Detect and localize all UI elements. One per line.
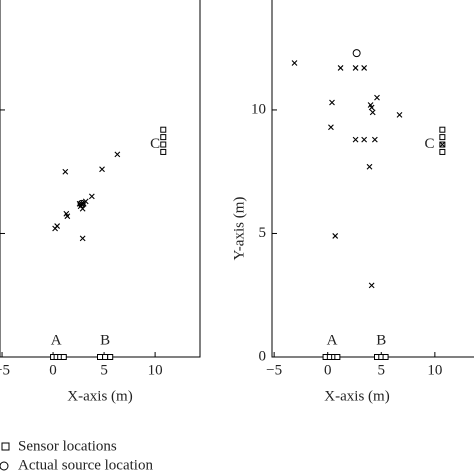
cross-marker xyxy=(99,166,105,173)
sensor-marker xyxy=(382,354,389,360)
x-tick-label: 0 xyxy=(49,362,57,378)
cross-marker xyxy=(396,111,403,118)
x-tick-label: 5 xyxy=(378,362,386,378)
cross-marker xyxy=(366,163,373,170)
x-tick-label: 0 xyxy=(324,362,332,378)
cross-marker xyxy=(62,168,69,175)
legend-label: Sensor locations xyxy=(18,438,117,454)
cross-marker xyxy=(291,60,298,66)
sensor-marker xyxy=(102,354,109,360)
cross-marker xyxy=(82,198,89,205)
sensor-marker xyxy=(60,354,67,360)
sensor-marker xyxy=(334,354,341,360)
x-tick-label: −5 xyxy=(266,362,282,378)
annotation: A xyxy=(327,332,338,348)
cross-marker xyxy=(361,65,368,71)
sensor-marker xyxy=(439,126,446,133)
cross-marker xyxy=(337,65,344,71)
sensor-marker xyxy=(439,134,446,141)
cross-marker xyxy=(79,205,86,212)
cross-marker xyxy=(114,151,121,158)
cross-marker xyxy=(54,223,61,229)
legend-square xyxy=(1,442,10,451)
sensor-marker xyxy=(107,354,114,360)
cross-marker xyxy=(328,124,334,131)
annotation: B xyxy=(100,332,110,348)
annotation: C xyxy=(150,136,160,152)
plot-frame xyxy=(271,0,474,358)
cross-marker xyxy=(88,193,95,200)
x-axis-label: X-axis (m) xyxy=(324,388,389,404)
cross-marker xyxy=(368,282,375,289)
annotation: B xyxy=(376,332,386,348)
y-tick-label: 5 xyxy=(259,225,267,241)
cross-marker xyxy=(361,136,368,143)
sensor-marker xyxy=(160,141,167,148)
cross-marker xyxy=(369,109,376,116)
x-axis-label: X-axis (m) xyxy=(67,388,132,404)
sensor-marker xyxy=(160,134,167,141)
x-tick-label: 10 xyxy=(148,362,163,378)
y-axis-label: Y-axis (m) xyxy=(231,197,247,261)
cross-marker xyxy=(78,200,85,207)
cross-marker xyxy=(371,136,378,143)
plot-frame xyxy=(0,0,201,358)
x-tick-label: 5 xyxy=(100,362,108,378)
y-tick-label: 10 xyxy=(251,101,266,117)
cross-marker xyxy=(79,235,86,242)
cross-marker xyxy=(352,65,359,71)
cross-marker xyxy=(439,141,446,148)
cross-marker xyxy=(329,99,335,106)
cross-marker xyxy=(374,94,380,101)
cross-marker xyxy=(332,233,339,239)
annotation: A xyxy=(51,332,62,348)
y-tick-label: 0 xyxy=(259,348,267,364)
sensor-marker xyxy=(160,148,167,155)
x-tick-label: 10 xyxy=(427,362,442,378)
annotation: C xyxy=(424,136,434,152)
legend-circle xyxy=(0,461,9,471)
cross-marker xyxy=(368,104,375,111)
cross-marker xyxy=(64,213,71,220)
sensor-marker xyxy=(160,126,167,133)
sensor-marker xyxy=(439,148,446,155)
cross-marker xyxy=(352,136,359,143)
x-tick-label: −5 xyxy=(0,362,10,378)
legend-label: Actual source location xyxy=(18,457,153,473)
source-marker xyxy=(352,49,361,58)
legend: Sensor locations Actual source location xyxy=(0,438,153,473)
sensor-marker xyxy=(97,354,103,360)
